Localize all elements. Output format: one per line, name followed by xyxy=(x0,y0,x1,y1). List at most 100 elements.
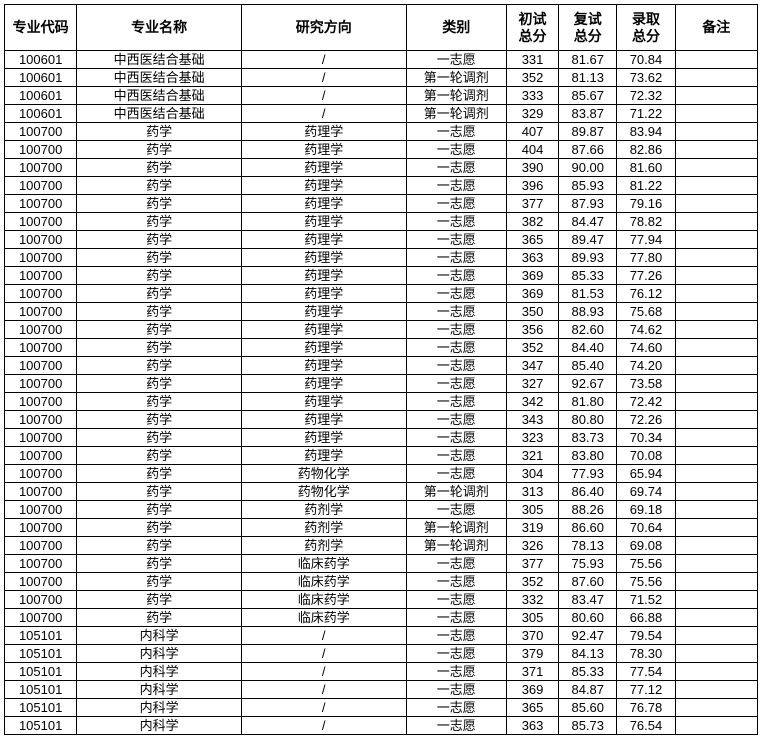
cell-r18-c1: 药学 xyxy=(77,375,242,393)
cell-r12-c7 xyxy=(675,267,757,285)
table-row: 100700药学药理学一志愿34380.8072.26 xyxy=(5,411,758,429)
cell-r30-c5: 83.47 xyxy=(559,591,617,609)
cell-r12-c2: 药理学 xyxy=(241,267,406,285)
cell-r28-c5: 75.93 xyxy=(559,555,617,573)
cell-r16-c4: 352 xyxy=(506,339,558,357)
cell-r34-c0: 105101 xyxy=(5,663,77,681)
cell-r2-c3: 第一轮调剂 xyxy=(406,87,506,105)
table-row: 100700药学药物化学第一轮调剂31386.4069.74 xyxy=(5,483,758,501)
cell-r20-c5: 80.80 xyxy=(559,411,617,429)
cell-r27-c1: 药学 xyxy=(77,537,242,555)
cell-r4-c2: 药理学 xyxy=(241,123,406,141)
cell-r12-c6: 77.26 xyxy=(617,267,675,285)
cell-r21-c3: 一志愿 xyxy=(406,429,506,447)
table-row: 100700药学药理学一志愿38284.4778.82 xyxy=(5,213,758,231)
cell-r33-c3: 一志愿 xyxy=(406,645,506,663)
cell-r36-c0: 105101 xyxy=(5,699,77,717)
table-row: 100700药学药物化学一志愿30477.9365.94 xyxy=(5,465,758,483)
table-row: 100700药学药理学一志愿35682.6074.62 xyxy=(5,321,758,339)
table-body: 100601中西医结合基础/一志愿33181.6770.84100601中西医结… xyxy=(5,51,758,735)
cell-r30-c7 xyxy=(675,591,757,609)
cell-r15-c2: 药理学 xyxy=(241,321,406,339)
col-header-6: 录取总分 xyxy=(617,5,675,51)
cell-r3-c5: 83.87 xyxy=(559,105,617,123)
cell-r28-c0: 100700 xyxy=(5,555,77,573)
table-row: 100700药学药剂学第一轮调剂31986.6070.64 xyxy=(5,519,758,537)
cell-r29-c7 xyxy=(675,573,757,591)
cell-r32-c0: 105101 xyxy=(5,627,77,645)
table-row: 100700药学临床药学一志愿37775.9375.56 xyxy=(5,555,758,573)
cell-r32-c4: 370 xyxy=(506,627,558,645)
cell-r6-c3: 一志愿 xyxy=(406,159,506,177)
cell-r23-c3: 一志愿 xyxy=(406,465,506,483)
cell-r34-c2: / xyxy=(241,663,406,681)
cell-r4-c4: 407 xyxy=(506,123,558,141)
cell-r14-c0: 100700 xyxy=(5,303,77,321)
cell-r37-c2: / xyxy=(241,717,406,735)
cell-r20-c0: 100700 xyxy=(5,411,77,429)
cell-r18-c0: 100700 xyxy=(5,375,77,393)
table-row: 100700药学药理学一志愿35284.4074.60 xyxy=(5,339,758,357)
cell-r21-c0: 100700 xyxy=(5,429,77,447)
cell-r16-c6: 74.60 xyxy=(617,339,675,357)
cell-r0-c1: 中西医结合基础 xyxy=(77,51,242,69)
col-header-1: 专业名称 xyxy=(77,5,242,51)
col-header-5: 复试总分 xyxy=(559,5,617,51)
cell-r25-c0: 100700 xyxy=(5,501,77,519)
cell-r26-c2: 药剂学 xyxy=(241,519,406,537)
cell-r6-c5: 90.00 xyxy=(559,159,617,177)
cell-r18-c4: 327 xyxy=(506,375,558,393)
cell-r32-c5: 92.47 xyxy=(559,627,617,645)
cell-r7-c5: 85.93 xyxy=(559,177,617,195)
cell-r7-c0: 100700 xyxy=(5,177,77,195)
cell-r3-c7 xyxy=(675,105,757,123)
cell-r8-c6: 79.16 xyxy=(617,195,675,213)
cell-r10-c4: 365 xyxy=(506,231,558,249)
cell-r37-c3: 一志愿 xyxy=(406,717,506,735)
cell-r15-c4: 356 xyxy=(506,321,558,339)
cell-r13-c3: 一志愿 xyxy=(406,285,506,303)
cell-r10-c6: 77.94 xyxy=(617,231,675,249)
cell-r6-c6: 81.60 xyxy=(617,159,675,177)
col-header-2: 研究方向 xyxy=(241,5,406,51)
cell-r2-c2: / xyxy=(241,87,406,105)
cell-r19-c2: 药理学 xyxy=(241,393,406,411)
cell-r21-c2: 药理学 xyxy=(241,429,406,447)
cell-r14-c7 xyxy=(675,303,757,321)
cell-r19-c1: 药学 xyxy=(77,393,242,411)
table-header: 专业代码专业名称研究方向类别初试总分复试总分录取总分备注 xyxy=(5,5,758,51)
table-row: 105101内科学/一志愿37984.1378.30 xyxy=(5,645,758,663)
cell-r10-c3: 一志愿 xyxy=(406,231,506,249)
cell-r11-c6: 77.80 xyxy=(617,249,675,267)
cell-r5-c3: 一志愿 xyxy=(406,141,506,159)
cell-r0-c6: 70.84 xyxy=(617,51,675,69)
cell-r7-c2: 药理学 xyxy=(241,177,406,195)
cell-r1-c4: 352 xyxy=(506,69,558,87)
cell-r3-c4: 329 xyxy=(506,105,558,123)
cell-r34-c4: 371 xyxy=(506,663,558,681)
cell-r35-c1: 内科学 xyxy=(77,681,242,699)
cell-r23-c1: 药学 xyxy=(77,465,242,483)
cell-r9-c4: 382 xyxy=(506,213,558,231)
cell-r31-c3: 一志愿 xyxy=(406,609,506,627)
cell-r23-c0: 100700 xyxy=(5,465,77,483)
cell-r25-c2: 药剂学 xyxy=(241,501,406,519)
cell-r33-c0: 105101 xyxy=(5,645,77,663)
cell-r22-c0: 100700 xyxy=(5,447,77,465)
table-row: 100700药学药理学一志愿32383.7370.34 xyxy=(5,429,758,447)
table-row: 100700药学药理学一志愿36985.3377.26 xyxy=(5,267,758,285)
cell-r23-c5: 77.93 xyxy=(559,465,617,483)
cell-r11-c5: 89.93 xyxy=(559,249,617,267)
cell-r2-c6: 72.32 xyxy=(617,87,675,105)
cell-r8-c0: 100700 xyxy=(5,195,77,213)
table-row: 100700药学药剂学第一轮调剂32678.1369.08 xyxy=(5,537,758,555)
cell-r36-c4: 365 xyxy=(506,699,558,717)
cell-r4-c1: 药学 xyxy=(77,123,242,141)
cell-r12-c0: 100700 xyxy=(5,267,77,285)
table-row: 105101内科学/一志愿36385.7376.54 xyxy=(5,717,758,735)
cell-r34-c5: 85.33 xyxy=(559,663,617,681)
cell-r8-c4: 377 xyxy=(506,195,558,213)
cell-r16-c2: 药理学 xyxy=(241,339,406,357)
cell-r7-c7 xyxy=(675,177,757,195)
cell-r24-c5: 86.40 xyxy=(559,483,617,501)
